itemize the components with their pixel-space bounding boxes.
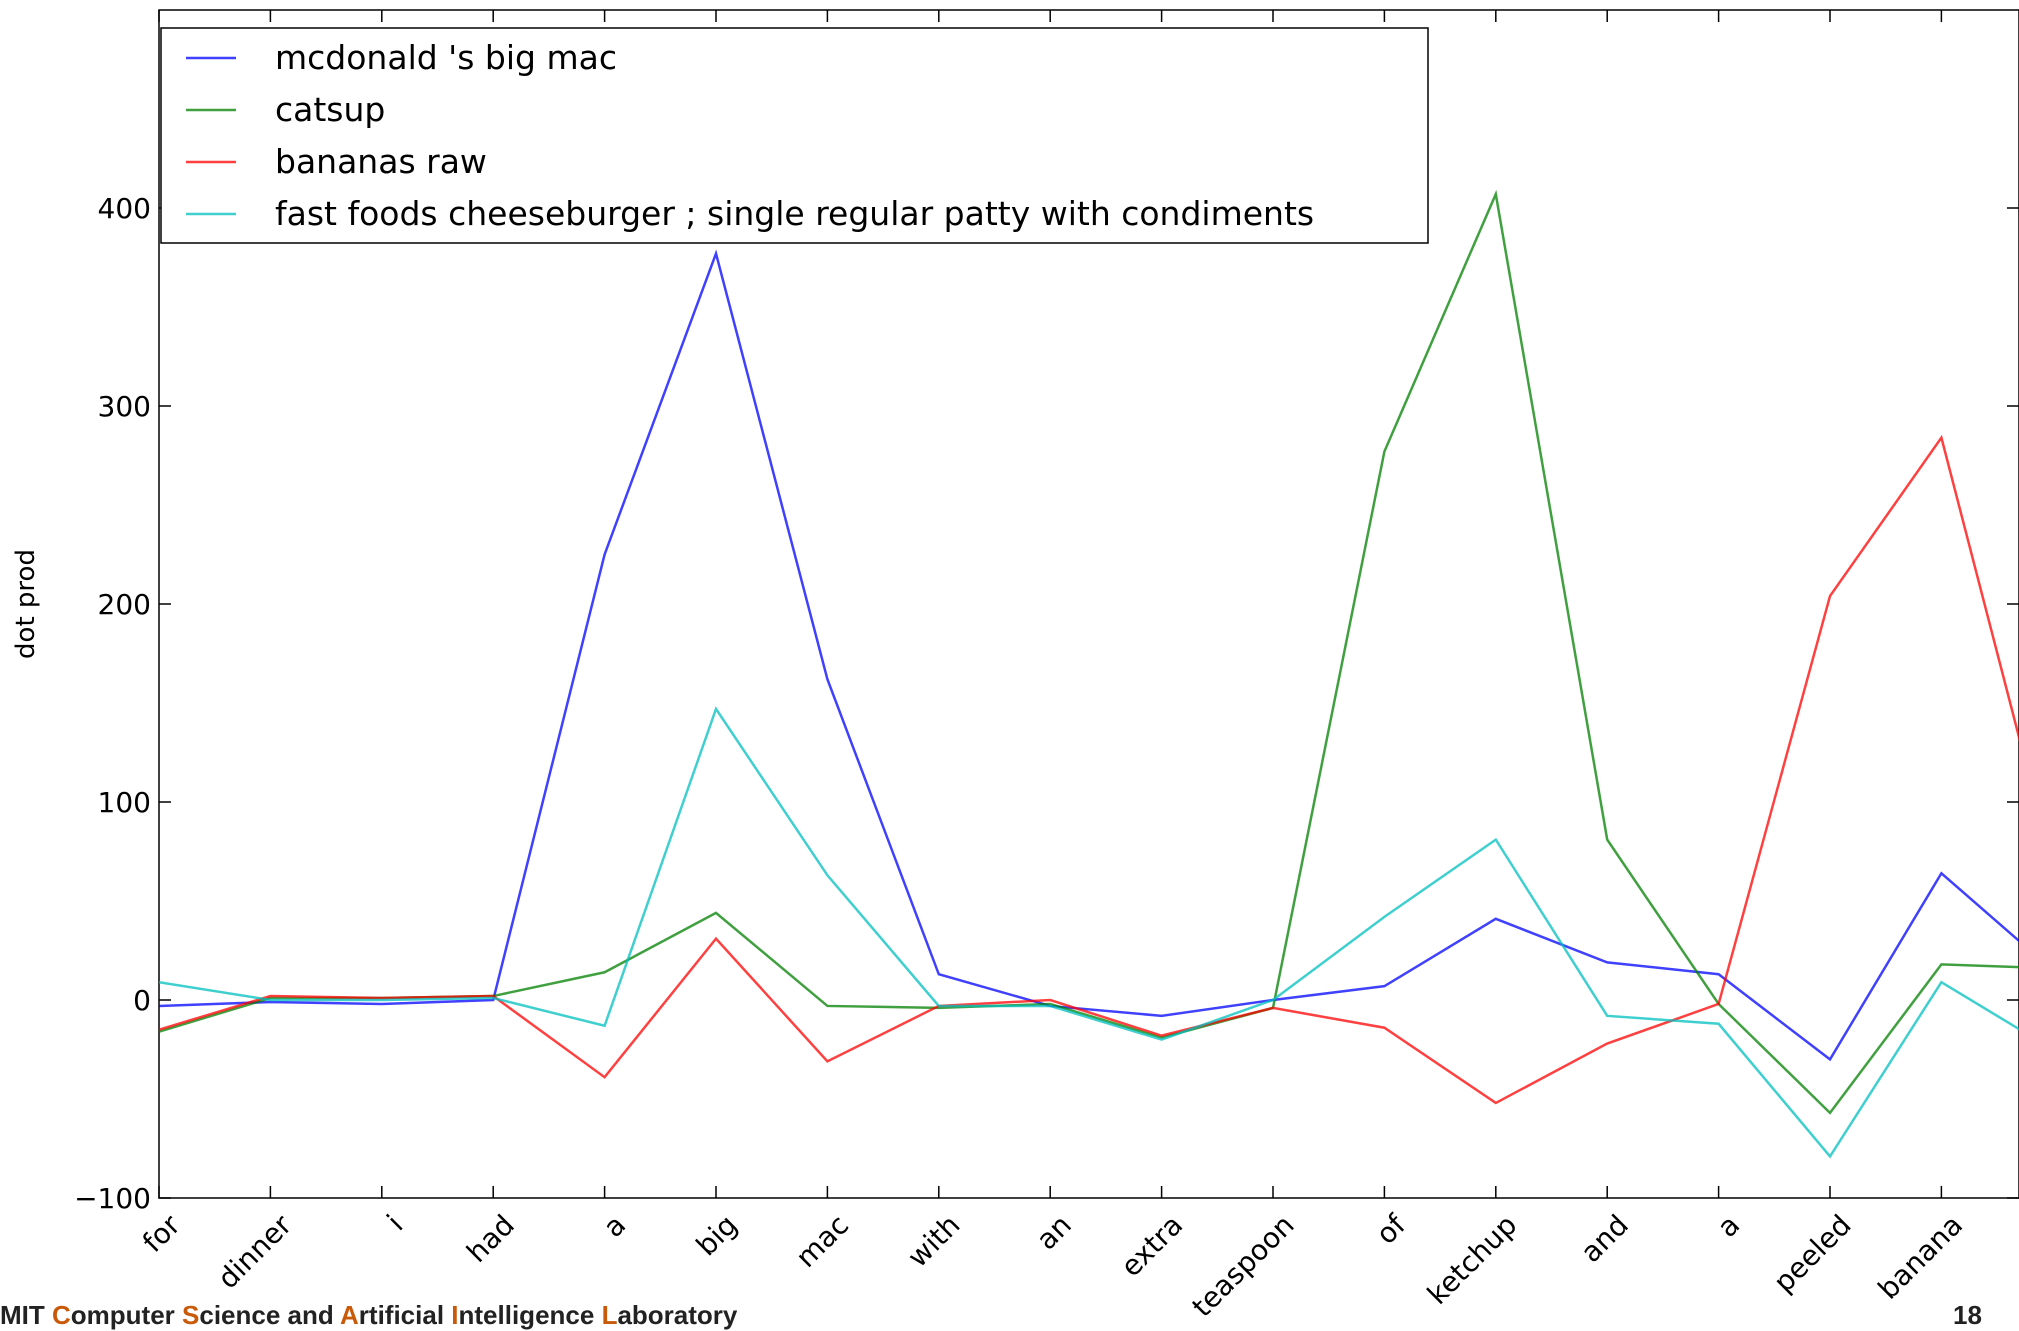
series-lines — [159, 189, 2019, 1159]
x-tick-label: peeled — [1767, 1208, 1858, 1299]
x-tick-label: ketchup — [1421, 1208, 1524, 1311]
x-tick-label: an — [1030, 1208, 1078, 1256]
legend-entry: mcdonald 's big mac — [275, 38, 617, 77]
footer-initial: L — [601, 1300, 618, 1330]
y-axis-label: dot prod — [11, 549, 41, 659]
x-tick-label: with — [901, 1208, 966, 1273]
x-tick-label: for — [136, 1208, 187, 1259]
legend-box — [160, 27, 1429, 244]
footer-text: omputer — [70, 1300, 183, 1330]
x-tick-label: big — [690, 1208, 744, 1262]
x-tick-label: dinner — [211, 1208, 298, 1295]
x-tick-label: and — [1574, 1208, 1635, 1269]
y-tick-label: 100 — [98, 786, 151, 819]
x-tick-label: a — [597, 1208, 632, 1243]
legend-entry: fast foods cheeseburger ; single regular… — [275, 194, 1314, 233]
x-tick-label: a — [1711, 1208, 1746, 1243]
footer-text: aboratory — [617, 1300, 738, 1330]
x-tick-label: of — [1370, 1208, 1413, 1251]
footer-text: MIT — [0, 1300, 52, 1330]
footer-text: ntelligence — [458, 1300, 602, 1330]
page-number: 18 — [1953, 1300, 1982, 1330]
x-tick-label: had — [460, 1208, 521, 1269]
x-tick-label: mac — [789, 1208, 855, 1274]
footer-initial: A — [340, 1300, 359, 1330]
footer-lab-name: MIT Computer Science and Artificial Inte… — [0, 1300, 737, 1331]
footer-initial: I — [451, 1300, 459, 1330]
y-tick-label: 200 — [98, 588, 151, 621]
y-tick-label: 300 — [98, 390, 151, 423]
footer-text: rtificial — [358, 1300, 452, 1330]
series-line-0 — [159, 249, 2019, 1062]
x-tick-label: i — [381, 1208, 410, 1237]
y-tick-label: 0 — [133, 984, 151, 1017]
legend-entry: bananas raw — [275, 142, 487, 181]
series-line-2 — [159, 434, 2019, 1105]
y-tick-label: 400 — [98, 192, 151, 225]
footer-text: cience and — [199, 1300, 341, 1330]
footer-initial: S — [182, 1300, 200, 1330]
legend-entry: catsup — [275, 90, 385, 129]
x-tick-label: teaspoon — [1186, 1208, 1301, 1323]
footer-initial: C — [52, 1300, 71, 1330]
legend: mcdonald 's big mac catsup bananas raw fast… — [160, 27, 1429, 244]
series-line-1 — [159, 189, 2019, 1115]
x-tick-label: banana — [1872, 1208, 1969, 1305]
x-tick-label: extra — [1114, 1208, 1189, 1283]
series-line-3 — [159, 706, 2019, 1159]
y-tick-label: −100 — [74, 1182, 151, 1215]
